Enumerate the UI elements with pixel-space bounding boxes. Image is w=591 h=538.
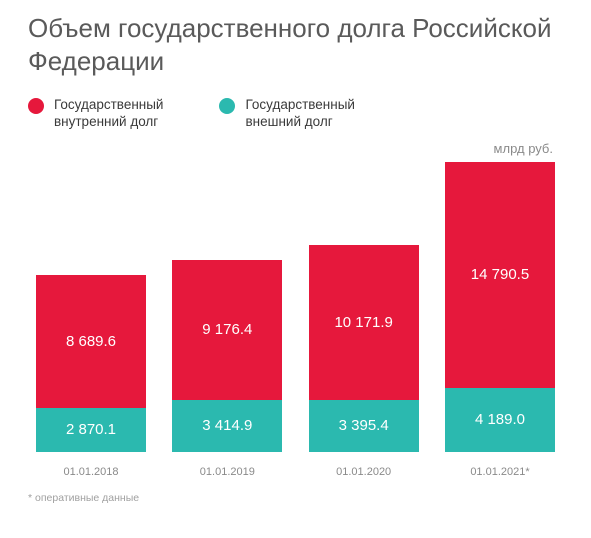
- chart-title: Объем государственного долга Российской …: [28, 12, 563, 77]
- bar-segment-external: 3 414.9: [172, 400, 282, 452]
- bar-segment-internal: 8 689.6: [36, 275, 146, 408]
- bar: 9 176.43 414.9: [172, 260, 282, 452]
- x-axis-label: 01.01.2021*: [445, 466, 555, 478]
- bar-group: 8 689.62 870.1: [36, 275, 146, 452]
- x-axis-label: 01.01.2019: [172, 466, 282, 478]
- bar-group: 14 790.54 189.0: [445, 162, 555, 452]
- x-axis: 01.01.2018 01.01.2019 01.01.2020 01.01.2021…: [28, 466, 563, 478]
- bar-segment-external: 2 870.1: [36, 408, 146, 452]
- legend-dot-external: [219, 98, 235, 114]
- bar: 14 790.54 189.0: [445, 162, 555, 452]
- unit-label: млрд руб.: [28, 141, 563, 156]
- chart-area: 8 689.62 870.19 176.43 414.910 171.93 39…: [28, 162, 563, 452]
- legend-item-internal: Государственный внутренний долг: [28, 97, 163, 131]
- bar-group: 10 171.93 395.4: [309, 245, 419, 452]
- bar-segment-external: 3 395.4: [309, 400, 419, 452]
- bar: 8 689.62 870.1: [36, 275, 146, 452]
- bar-segment-external: 4 189.0: [445, 388, 555, 452]
- x-axis-label: 01.01.2018: [36, 466, 146, 478]
- legend-item-external: Государственный внешний долг: [219, 97, 354, 131]
- legend-label-external: Государственный внешний долг: [245, 97, 354, 131]
- bar: 10 171.93 395.4: [309, 245, 419, 452]
- legend-dot-internal: [28, 98, 44, 114]
- bar-segment-internal: 10 171.9: [309, 245, 419, 400]
- bar-segment-internal: 14 790.5: [445, 162, 555, 388]
- x-axis-label: 01.01.2020: [309, 466, 419, 478]
- bar-group: 9 176.43 414.9: [172, 260, 282, 452]
- footnote: * оперативные данные: [28, 492, 563, 504]
- legend: Государственный внутренний долг Государс…: [28, 97, 563, 131]
- legend-label-internal: Государственный внутренний долг: [54, 97, 163, 131]
- bar-segment-internal: 9 176.4: [172, 260, 282, 400]
